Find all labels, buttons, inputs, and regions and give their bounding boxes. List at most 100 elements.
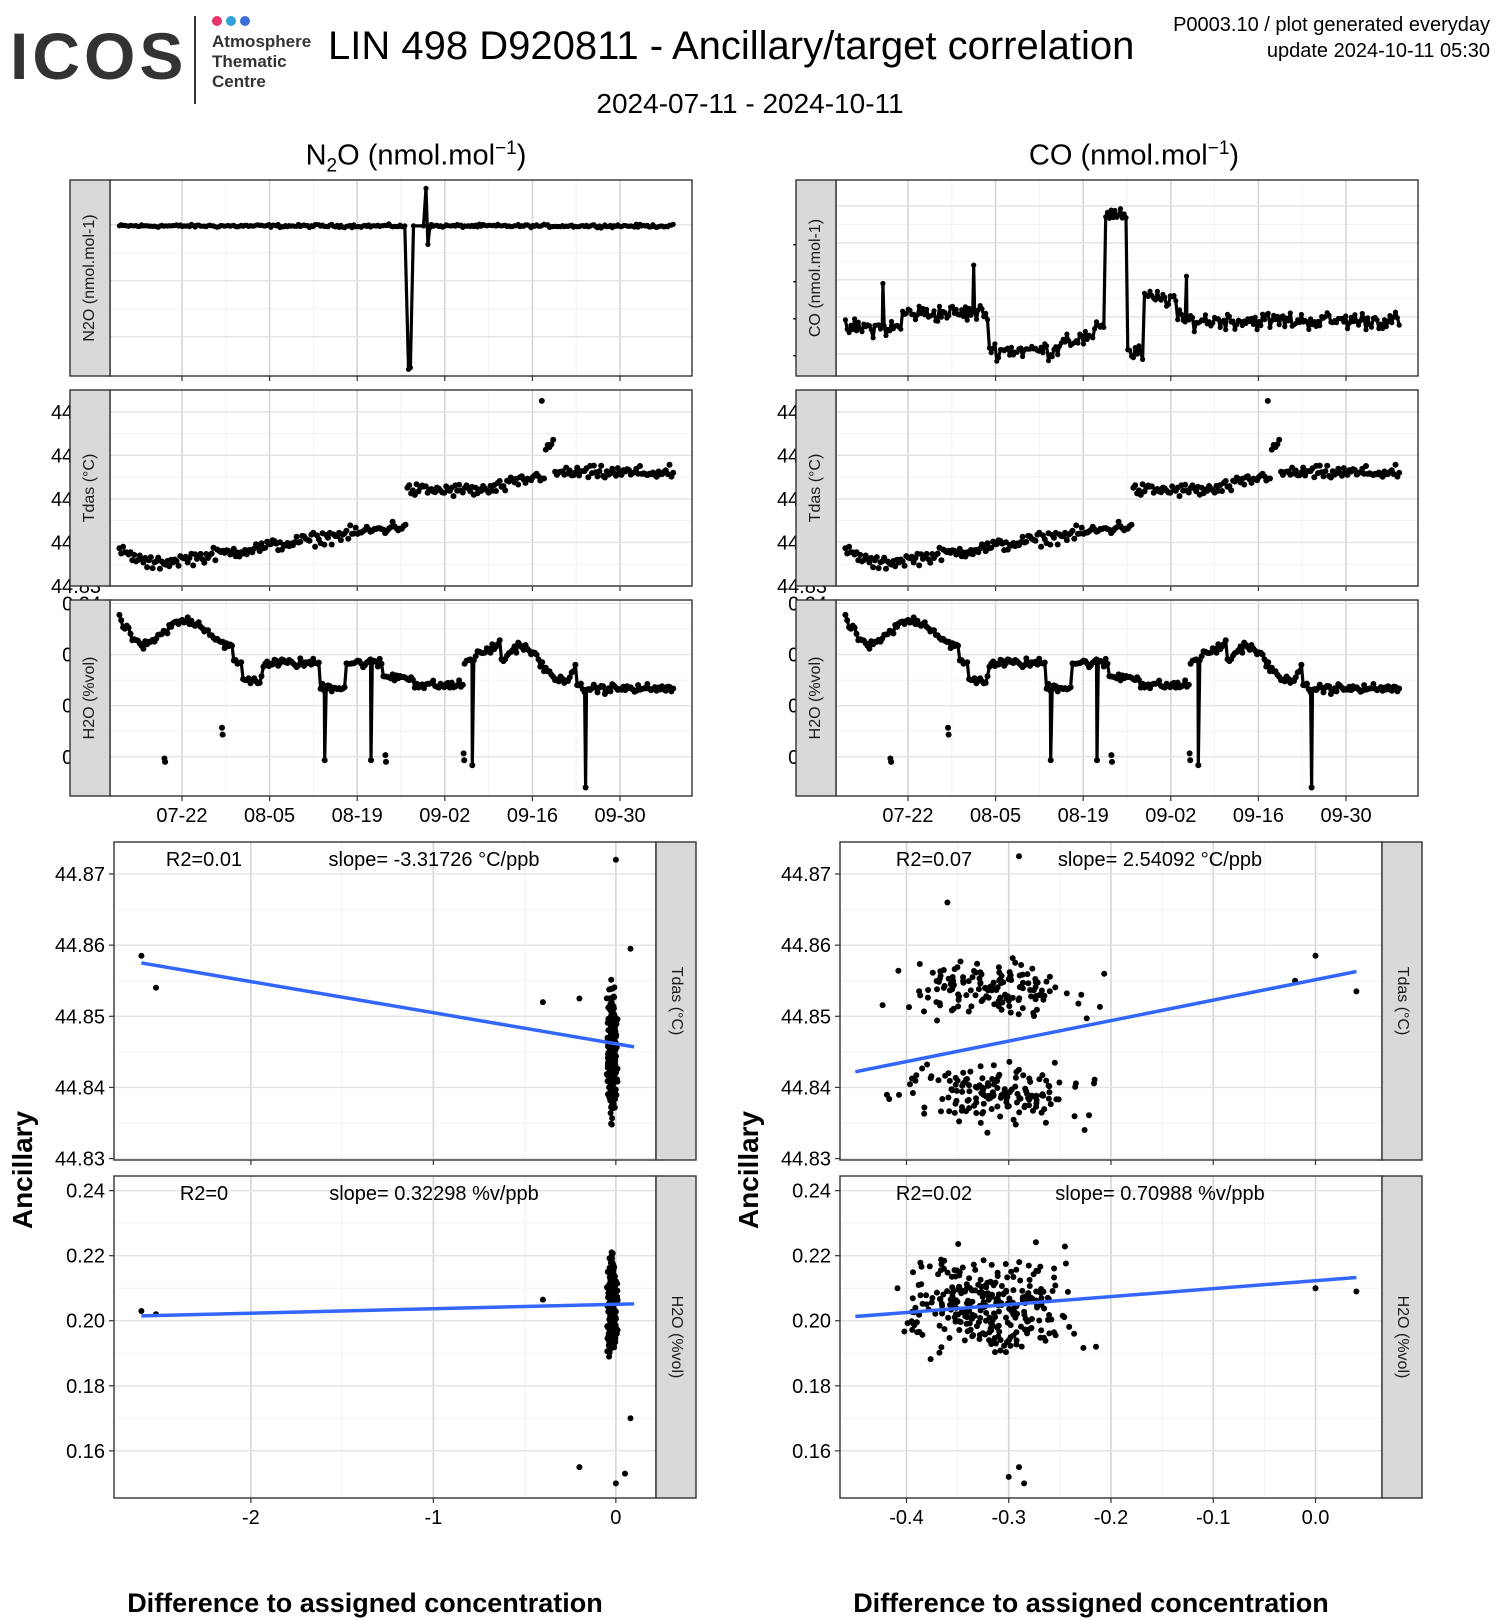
co-timeseries-point xyxy=(1285,318,1292,324)
co-timeseries-point xyxy=(1343,313,1349,319)
scatter-point xyxy=(976,1336,983,1342)
tdas-point xyxy=(873,554,880,561)
tdas-point xyxy=(1274,441,1281,448)
scatter-point xyxy=(611,1337,618,1343)
scatter-point xyxy=(1083,1015,1090,1022)
scatter-point xyxy=(951,1109,958,1116)
scatter-point xyxy=(1004,1274,1011,1281)
tdas-point xyxy=(352,524,359,531)
scatter-point xyxy=(973,1095,979,1102)
scatter-point xyxy=(988,1327,995,1334)
scatter-point xyxy=(906,1004,912,1011)
h2o-point xyxy=(1047,757,1054,764)
co-timeseries-point xyxy=(1287,310,1293,316)
scatter-point xyxy=(1066,1323,1073,1330)
co-timeseries-point xyxy=(1376,325,1382,332)
h2o-point xyxy=(315,659,322,666)
co-timeseries-point xyxy=(1392,309,1399,315)
scatter-point xyxy=(995,1308,1002,1315)
scatter-point xyxy=(941,983,948,989)
y-tick-label: 44.83 xyxy=(781,1149,831,1171)
logo-subtitle-line: Thematic xyxy=(212,52,287,71)
scatter-point xyxy=(997,1113,1004,1120)
tdas-point xyxy=(1219,488,1225,494)
co-timeseries-point xyxy=(1140,356,1146,362)
scatter-point xyxy=(1041,1305,1048,1312)
scatter-point xyxy=(1038,1327,1045,1334)
scatter-point xyxy=(1024,971,1031,978)
scatter-point xyxy=(1045,1082,1052,1089)
scatter-point xyxy=(997,1094,1004,1101)
tdas-point xyxy=(1069,527,1076,534)
x-tick-label: 07-22 xyxy=(156,805,207,827)
scatter-point xyxy=(978,1288,985,1295)
tdas-point xyxy=(406,482,413,489)
scatter-point xyxy=(975,986,982,993)
scatter-point xyxy=(627,945,634,952)
tdas-point xyxy=(590,462,597,469)
scatter-point xyxy=(971,1102,978,1109)
scatter-point xyxy=(977,1307,984,1314)
scatter-point xyxy=(913,1319,920,1326)
scatter-point xyxy=(611,1279,618,1286)
tdas-point xyxy=(566,467,573,474)
scatter-point xyxy=(995,1003,1002,1010)
scatter-point xyxy=(972,1266,979,1273)
h2o-point xyxy=(1185,681,1192,688)
y-tick-label: 44.84 xyxy=(781,1077,831,1099)
scatter-point xyxy=(988,1341,995,1347)
scatter-point xyxy=(894,1285,901,1292)
co-timeseries-point xyxy=(1175,317,1181,323)
scatter-point xyxy=(1353,988,1360,995)
co-timeseries-point xyxy=(1223,327,1229,333)
tdas-timeseries-strip xyxy=(795,389,837,587)
y-tick-label: 44.87 xyxy=(55,864,105,886)
y-tick-label: 44.86 xyxy=(55,935,105,957)
h2o-point xyxy=(1195,762,1202,769)
scatter-point xyxy=(603,995,610,1002)
x-tick-label: 09-16 xyxy=(1233,805,1284,827)
scatter-point xyxy=(605,1269,612,1275)
co-timeseries-point xyxy=(1333,320,1340,326)
scatter-point xyxy=(901,1328,908,1335)
scatter-point xyxy=(895,967,902,974)
scatter-point xyxy=(1353,1288,1360,1295)
n2o-timeseries-point xyxy=(407,365,413,371)
scatter-point xyxy=(969,1298,976,1305)
h2o-point xyxy=(921,619,928,626)
regression-line xyxy=(855,1275,1357,1319)
tdas-point xyxy=(1396,469,1403,476)
scatter-point xyxy=(909,1326,916,1333)
tdas-point xyxy=(389,518,396,525)
scatter-point xyxy=(610,1105,617,1112)
scatter-point xyxy=(612,1091,619,1098)
tdas-point xyxy=(456,481,463,488)
h2o-point xyxy=(459,681,466,688)
co-timeseries-point xyxy=(1020,353,1026,360)
scatter-point xyxy=(929,969,936,976)
h2o-point xyxy=(1067,684,1074,691)
scatter-point xyxy=(941,1326,948,1333)
scatter-point xyxy=(966,1082,972,1089)
co-timeseries-point xyxy=(1038,344,1044,350)
scatter-point xyxy=(138,952,145,959)
logo-subtitle: Atmosphere Thematic Centre xyxy=(212,32,311,92)
scatter-point xyxy=(966,1275,973,1282)
icos-logo: ICOS xyxy=(10,19,188,93)
scatter-point xyxy=(945,975,952,982)
tdas-point xyxy=(1324,462,1331,469)
h2o-point xyxy=(982,679,989,686)
scatter-point xyxy=(608,1329,615,1336)
h2o-point xyxy=(533,651,540,658)
tdas-point xyxy=(1158,489,1165,496)
column-title-co: CO (nmol.mol−1) xyxy=(1028,138,1240,172)
h2o-point xyxy=(461,757,468,764)
co-timeseries-point xyxy=(1282,324,1288,330)
co-timeseries-point xyxy=(1189,314,1196,321)
tdas-point xyxy=(432,489,439,496)
co-timeseries-point xyxy=(1154,288,1160,294)
co-timeseries-point xyxy=(1352,312,1358,318)
scatter-point xyxy=(998,1283,1005,1289)
scatter-point xyxy=(1016,1094,1023,1101)
co-timeseries-point xyxy=(996,355,1002,361)
